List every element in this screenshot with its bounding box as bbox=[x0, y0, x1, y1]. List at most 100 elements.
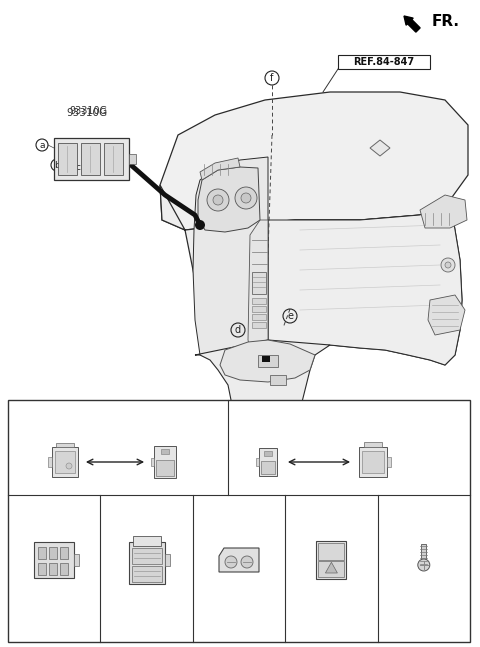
Text: 93310G: 93310G bbox=[69, 106, 107, 116]
Text: d: d bbox=[106, 501, 111, 509]
Polygon shape bbox=[129, 542, 165, 584]
Bar bbox=[54, 138, 129, 180]
Polygon shape bbox=[198, 167, 260, 232]
Circle shape bbox=[445, 262, 451, 268]
Circle shape bbox=[241, 193, 251, 203]
Text: e: e bbox=[198, 501, 204, 509]
Circle shape bbox=[66, 463, 72, 469]
Bar bbox=[8, 400, 470, 642]
Circle shape bbox=[418, 559, 430, 571]
Polygon shape bbox=[160, 92, 468, 230]
Text: a: a bbox=[39, 140, 45, 149]
Polygon shape bbox=[362, 451, 384, 473]
Polygon shape bbox=[55, 451, 75, 473]
Bar bbox=[252, 298, 266, 304]
Polygon shape bbox=[38, 563, 46, 575]
Polygon shape bbox=[151, 458, 154, 466]
Bar bbox=[252, 322, 266, 328]
Text: a: a bbox=[15, 405, 21, 415]
Polygon shape bbox=[220, 340, 315, 382]
Polygon shape bbox=[34, 542, 74, 578]
FancyArrow shape bbox=[404, 16, 420, 32]
Polygon shape bbox=[154, 446, 176, 478]
Bar bbox=[262, 356, 270, 362]
Polygon shape bbox=[60, 547, 68, 559]
Bar bbox=[81, 143, 100, 175]
Text: 93330B: 93330B bbox=[118, 501, 152, 509]
Polygon shape bbox=[132, 548, 162, 564]
Polygon shape bbox=[160, 185, 462, 370]
Polygon shape bbox=[421, 544, 426, 564]
Polygon shape bbox=[156, 461, 174, 476]
Text: 93770G: 93770G bbox=[210, 501, 246, 509]
Text: e: e bbox=[287, 311, 293, 321]
Circle shape bbox=[195, 220, 205, 230]
Polygon shape bbox=[52, 447, 78, 477]
Polygon shape bbox=[48, 457, 52, 467]
Text: REF.84-847: REF.84-847 bbox=[353, 57, 415, 67]
Bar bbox=[129, 154, 136, 164]
Polygon shape bbox=[248, 220, 268, 348]
Text: f: f bbox=[270, 73, 274, 83]
Polygon shape bbox=[370, 140, 390, 156]
Circle shape bbox=[241, 556, 253, 568]
Polygon shape bbox=[364, 442, 382, 447]
Polygon shape bbox=[259, 448, 277, 476]
Text: f: f bbox=[292, 501, 295, 509]
Polygon shape bbox=[38, 547, 46, 559]
Text: 94955B: 94955B bbox=[356, 424, 390, 432]
Bar bbox=[258, 355, 278, 367]
Circle shape bbox=[213, 195, 223, 205]
Polygon shape bbox=[60, 563, 68, 575]
Polygon shape bbox=[285, 535, 468, 600]
Polygon shape bbox=[161, 449, 169, 454]
Polygon shape bbox=[318, 543, 345, 560]
Text: 93330A: 93330A bbox=[147, 424, 182, 432]
Polygon shape bbox=[256, 458, 259, 466]
Text: c: c bbox=[14, 501, 18, 509]
Polygon shape bbox=[152, 495, 243, 600]
Circle shape bbox=[207, 189, 229, 211]
Polygon shape bbox=[132, 536, 161, 546]
Polygon shape bbox=[200, 158, 240, 180]
Polygon shape bbox=[268, 200, 462, 365]
Text: 69826: 69826 bbox=[409, 501, 438, 509]
Circle shape bbox=[235, 187, 257, 209]
Polygon shape bbox=[428, 295, 465, 335]
Bar bbox=[338, 55, 430, 69]
Text: c: c bbox=[75, 164, 81, 173]
Polygon shape bbox=[193, 157, 268, 355]
Polygon shape bbox=[316, 541, 347, 579]
Text: 93700K: 93700K bbox=[25, 501, 60, 509]
Bar bbox=[58, 143, 77, 175]
Text: b: b bbox=[235, 405, 241, 415]
Polygon shape bbox=[387, 457, 391, 467]
Polygon shape bbox=[235, 403, 285, 472]
Polygon shape bbox=[261, 461, 276, 474]
Bar bbox=[252, 306, 266, 312]
Polygon shape bbox=[420, 195, 467, 228]
Text: 93790G: 93790G bbox=[302, 501, 338, 509]
Text: b: b bbox=[54, 160, 60, 170]
Circle shape bbox=[441, 258, 455, 272]
Text: *: * bbox=[165, 485, 171, 495]
Polygon shape bbox=[195, 340, 330, 570]
Bar bbox=[252, 314, 266, 320]
Circle shape bbox=[225, 556, 237, 568]
Text: 93310G: 93310G bbox=[66, 108, 108, 118]
Text: d: d bbox=[235, 325, 241, 335]
Polygon shape bbox=[165, 554, 169, 566]
Polygon shape bbox=[49, 547, 57, 559]
Polygon shape bbox=[359, 447, 387, 477]
Polygon shape bbox=[132, 566, 162, 582]
Bar bbox=[104, 143, 123, 175]
Polygon shape bbox=[318, 561, 345, 577]
Polygon shape bbox=[325, 562, 337, 573]
Polygon shape bbox=[152, 408, 208, 444]
Bar bbox=[252, 272, 266, 294]
Polygon shape bbox=[49, 563, 57, 575]
Text: 93785C: 93785C bbox=[48, 424, 83, 432]
Polygon shape bbox=[152, 408, 225, 570]
Polygon shape bbox=[56, 443, 74, 447]
Bar bbox=[270, 375, 286, 385]
